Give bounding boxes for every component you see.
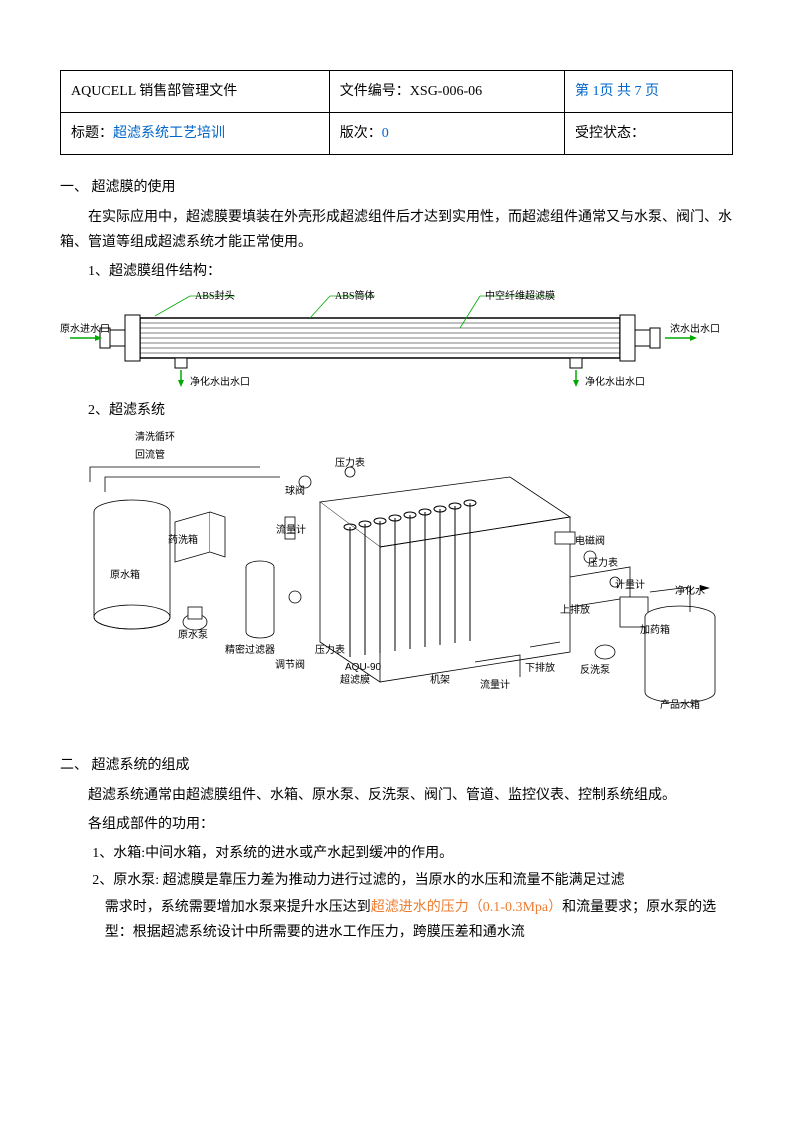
section2-li1: 1、水箱:中间水箱，对系统的进水或产水起到缓冲的作用。 bbox=[60, 841, 733, 866]
header-title: 标题：超滤系统工艺培训 bbox=[61, 113, 330, 155]
d2-control-valve: 调节阀 bbox=[275, 657, 305, 675]
document-header-table: AQUCELL 销售部管理文件 文件编号：XSG-006-06 第 1页 共 7… bbox=[60, 70, 733, 155]
header-rev: 版次：0 bbox=[329, 113, 564, 155]
rev-label: 版次： bbox=[340, 126, 382, 141]
title-label: 标题： bbox=[71, 126, 113, 141]
d2-purified: 净化水 bbox=[675, 583, 705, 601]
d2-frame: 机架 bbox=[430, 672, 450, 690]
rev-value: 0 bbox=[382, 126, 389, 141]
d2-dosing-tank: 加药箱 bbox=[640, 622, 670, 640]
d2-raw-pump: 原水泵 bbox=[178, 627, 208, 645]
d2-pressure2: 压力表 bbox=[588, 555, 618, 573]
section1-heading: 一、 超滤膜的使用 bbox=[60, 175, 733, 200]
d1-conc-out: 浓水出水口 bbox=[670, 321, 720, 339]
d1-raw-in: 原水进水口 bbox=[60, 321, 110, 339]
d2-pressure3: 压力表 bbox=[315, 642, 345, 660]
section1-item1: 1、超滤膜组件结构： bbox=[60, 259, 733, 284]
li2b-text: 需求时，系统需要增加水泵来提升水压达到 bbox=[105, 900, 371, 915]
header-org-doc: AQUCELL 销售部管理文件 bbox=[61, 71, 330, 113]
d2-precision-filter: 精密过滤器 bbox=[225, 642, 275, 660]
d2-uf-membrane: 超滤膜 bbox=[340, 672, 370, 690]
d2-lower-discharge: 下排放 bbox=[525, 660, 555, 678]
d2-raw-tank: 原水箱 bbox=[110, 567, 140, 585]
doc-no-label: 文件编号： bbox=[340, 84, 410, 99]
header-page: 第 1页 共 7 页 bbox=[564, 71, 732, 113]
d2-wash-tank: 药洗箱 bbox=[168, 532, 198, 550]
uf-system-diagram: 清洗循环 回流管 压力表 球阀 药洗箱 原水箱 流量计 电磁阀 压力表 原水泵 … bbox=[60, 427, 733, 717]
doc-no-value: XSG-006-06 bbox=[410, 84, 482, 99]
d2-pressure1: 压力表 bbox=[335, 455, 365, 473]
d2-solenoid: 电磁阀 bbox=[575, 533, 605, 551]
d1-abs-head: ABS封头 bbox=[195, 288, 234, 306]
d1-purified2: 净化水出水口 bbox=[585, 374, 645, 392]
d2-product-tank: 产品水箱 bbox=[660, 697, 700, 715]
d2-flow-meter: 流量计 bbox=[276, 522, 306, 540]
d2-meter: 计量计 bbox=[615, 577, 645, 595]
membrane-module-diagram: ABS封头 ABS筒体 中空纤维超滤膜 原水进水口 浓水出水口 净化水出水口 净… bbox=[60, 288, 733, 388]
section2-heading: 二、 超滤系统的组成 bbox=[60, 753, 733, 778]
section2-p2: 各组成部件的功用： bbox=[60, 812, 733, 837]
d2-ball-valve: 球阀 bbox=[285, 483, 305, 501]
section2-li2b: 需求时，系统需要增加水泵来提升水压达到超滤进水的压力（0.1-0.3Mpa）和流… bbox=[60, 895, 733, 945]
header-controlled: 受控状态： bbox=[564, 113, 732, 155]
d1-purified1: 净化水出水口 bbox=[190, 374, 250, 392]
section1-item2: 2、超滤系统 bbox=[60, 398, 733, 423]
d1-fiber: 中空纤维超滤膜 bbox=[485, 288, 555, 306]
li2-highlight: 超滤进水的压力（0.1-0.3Mpa） bbox=[371, 900, 562, 915]
header-doc-no: 文件编号：XSG-006-06 bbox=[329, 71, 564, 113]
section1-p1: 在实际应用中，超滤膜要填装在外壳形成超滤组件后才达到实用性，而超滤组件通常又与水… bbox=[60, 205, 733, 255]
d2-flow-meter2: 流量计 bbox=[480, 677, 510, 695]
page-label: 第 1页 共 7 页 bbox=[575, 84, 659, 99]
d2-backwash-pump: 反洗泵 bbox=[580, 662, 610, 680]
section2-p1: 超滤系统通常由超滤膜组件、水箱、原水泵、反洗泵、阀门、管道、监控仪表、控制系统组… bbox=[60, 783, 733, 808]
d2-clean-loop: 清洗循环 回流管 bbox=[135, 429, 175, 465]
d1-abs-body: ABS筒体 bbox=[335, 288, 374, 306]
d2-upper-discharge: 上排放 bbox=[560, 602, 590, 620]
title-value: 超滤系统工艺培训 bbox=[113, 126, 225, 141]
section2-li2a: 2、原水泵: 超滤膜是靠压力差为推动力进行过滤的，当原水的水压和流量不能满足过滤 bbox=[60, 868, 733, 893]
